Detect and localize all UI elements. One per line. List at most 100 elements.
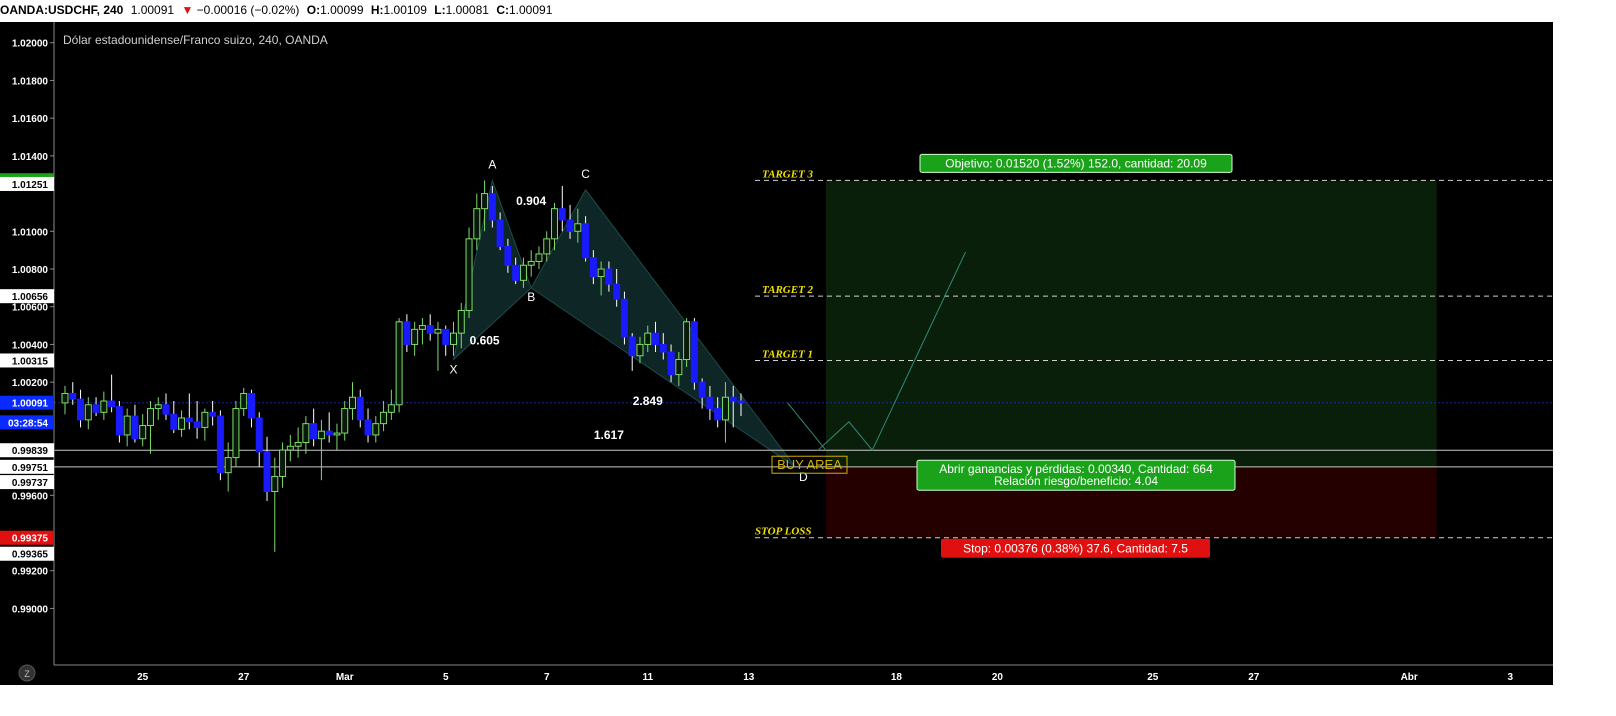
high-value: 1.00109 (383, 3, 427, 17)
candle-body (395, 321, 403, 406)
candle-body (263, 451, 271, 493)
trade-zones (825, 180, 1437, 538)
price-axis-panel (0, 22, 54, 716)
candle-body (372, 423, 380, 436)
last-price: 1.00091 (130, 3, 175, 17)
candlestick-chart[interactable]: X A B C D 0.605 0.904 2.849 1.617 TARGET 3 TARGET … (0, 22, 1616, 716)
open-label: O: (306, 3, 321, 17)
candle-body (434, 328, 442, 334)
candle-body (706, 396, 714, 410)
target-label: TARGET 2 (762, 284, 814, 296)
candle-body (535, 253, 543, 262)
candle-body (131, 415, 139, 440)
x-tick-label: Mar (336, 672, 354, 683)
low-label: L: (434, 3, 446, 17)
harmonic-point-label: C (581, 167, 590, 181)
candle-body (341, 408, 349, 434)
harmonic-point-label: B (527, 290, 535, 304)
candle-body (380, 411, 388, 425)
candle-body (636, 343, 644, 357)
candle-body (84, 404, 92, 421)
candle-body (418, 325, 426, 330)
candle-body (279, 449, 287, 477)
candle-body (519, 264, 527, 281)
close-label: C: (496, 3, 509, 17)
symbol-header: OANDA:USDCHF, 240 1.00091 ▼ −0.00016 (−0… (0, 0, 1616, 22)
symbol-name[interactable]: OANDA:USDCHF, 240 (0, 3, 124, 17)
price-label-text: 0.99751 (12, 463, 49, 474)
candle-body (185, 417, 193, 423)
target-info-box (919, 153, 1233, 173)
high-label: H: (370, 3, 384, 17)
harmonic-point-label: X (449, 363, 457, 377)
open-value: 1.00099 (320, 3, 364, 17)
candle-body (364, 419, 372, 436)
candle-body (605, 268, 613, 285)
price-label-text: 0.99839 (12, 446, 49, 457)
candle-body (77, 398, 85, 421)
candle-body (224, 457, 232, 474)
y-tick-label: 1.00200 (12, 378, 49, 389)
y-tick-label: 0.99200 (12, 567, 49, 578)
chart-title: Dólar estadounidense/Franco suizo, 240, … (63, 33, 328, 47)
price-label-box (0, 289, 54, 304)
x-tick-label: 27 (1248, 672, 1260, 683)
harmonic-point-label: A (488, 157, 496, 171)
candle-body (644, 332, 652, 345)
y-tick-label: 1.02000 (12, 39, 49, 50)
candle-body (108, 400, 116, 408)
y-tick-label: 1.00400 (12, 340, 49, 351)
target-label: TARGET 3 (762, 168, 814, 180)
candle-body (411, 328, 419, 345)
harmonic-point-label: D (799, 470, 808, 484)
candle-body (551, 208, 559, 240)
candle-body (356, 396, 364, 421)
candle-body (61, 392, 69, 404)
candles (61, 180, 745, 552)
candle-body (512, 264, 520, 281)
price-label-box (0, 395, 54, 410)
z-icon[interactable] (18, 664, 36, 682)
projection-path (787, 251, 967, 452)
candle-body (294, 441, 302, 447)
candle-body (729, 396, 737, 402)
candle-body (652, 332, 660, 345)
candle-body (675, 359, 683, 376)
x-tick-label: 11 (642, 672, 653, 683)
candle-body (115, 406, 123, 436)
y-tick-label: 1.00800 (12, 265, 49, 276)
candle-body (527, 260, 535, 266)
stop-loss-label: STOP LOSS (755, 526, 812, 538)
x-tick-label: 25 (1147, 672, 1159, 683)
candle-body (714, 408, 722, 421)
candle-body (442, 328, 450, 345)
candle-body (216, 415, 224, 474)
candle-body (209, 411, 217, 417)
candle-body (481, 193, 489, 210)
bottom-margin (0, 685, 1616, 716)
price-label-box (0, 459, 54, 474)
candle-body (574, 223, 582, 232)
candle-body (558, 208, 566, 221)
candle-body (271, 475, 279, 493)
candle-body (488, 193, 496, 221)
candle-body (628, 336, 636, 357)
candle-body (582, 223, 590, 259)
candle-body (403, 321, 411, 345)
low-value: 1.00081 (445, 3, 489, 17)
price-label-text: 1.00315 (12, 356, 49, 367)
candle-body (659, 343, 667, 353)
x-tick-label: 27 (238, 672, 250, 683)
candle-body (201, 411, 209, 428)
axes: 1.02000 1.01800 1.01600 1.01400 1.01000 1.008… (0, 22, 1616, 716)
y-tick-label: 1.01600 (12, 114, 49, 125)
candle-body (193, 421, 201, 428)
candle-body (683, 321, 691, 361)
x-tick-label: 13 (743, 672, 755, 683)
price-label-text: 0.99737 (12, 478, 49, 489)
candle-body (178, 417, 186, 430)
close-value: 1.00091 (508, 3, 553, 17)
candle-body (597, 268, 605, 278)
projection-lead-line (787, 402, 827, 451)
price-label-text: 1.00656 (12, 292, 49, 303)
